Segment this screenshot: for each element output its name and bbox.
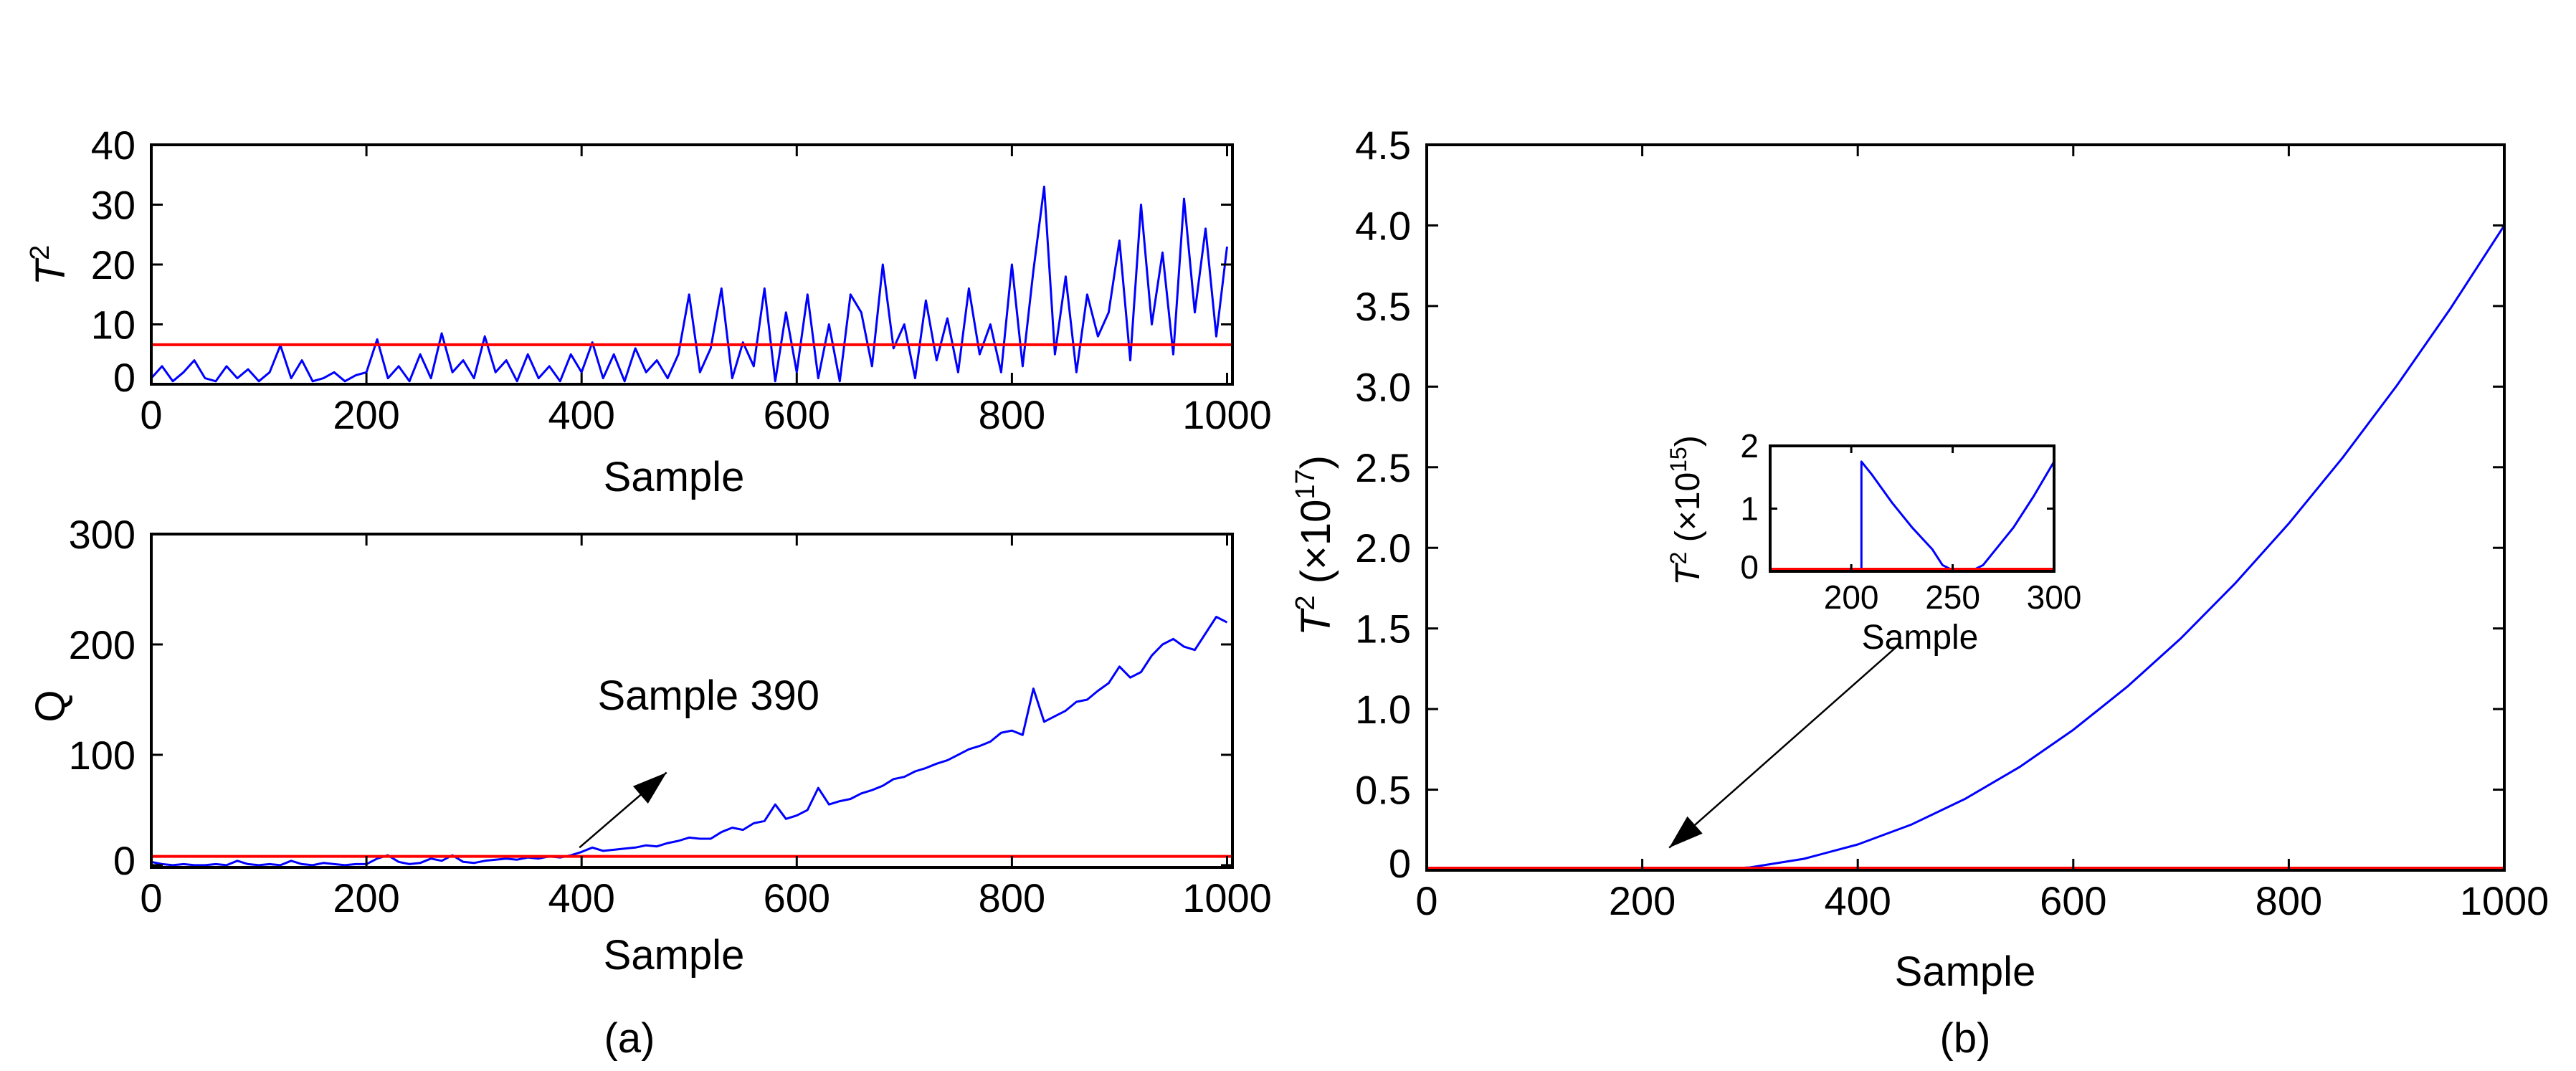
x-axis-label: Sample bbox=[604, 454, 745, 500]
y-tick-label: 2.0 bbox=[1355, 525, 1411, 571]
y-tick-label: 100 bbox=[69, 733, 136, 778]
x-tick-label: 600 bbox=[764, 875, 830, 920]
t2-chart-panel-b: 0 200 400 600 800 1000 0 0.5 1.0 1.5 2.0 2.5 3.0 3.5 4… bbox=[1355, 123, 2549, 923]
y-axis-var: T bbox=[27, 257, 74, 285]
x-tick-label: 200 bbox=[333, 392, 399, 437]
q-chart-panel-a: 0 200 400 600 800 1000 0 100 200 300 Sample 390 bbox=[69, 512, 1272, 920]
x-tick-label: 600 bbox=[764, 392, 830, 437]
annotation-label: Sample 390 bbox=[597, 672, 819, 719]
inset-x-axis-label: Sample bbox=[1862, 619, 1979, 657]
y-axis-unit-exp: 17 bbox=[1291, 469, 1321, 499]
x-axis-label: Sample bbox=[1895, 948, 2036, 995]
x-tick-label: 400 bbox=[548, 875, 614, 920]
y-axis-label: T2 bbox=[25, 245, 74, 286]
x-tick-label: 300 bbox=[2027, 579, 2082, 616]
y-tick-label: 0 bbox=[113, 355, 136, 400]
y-tick-label: 4.0 bbox=[1355, 203, 1411, 248]
y-tick-label: 30 bbox=[91, 183, 136, 228]
y-tick-label: 20 bbox=[91, 242, 136, 287]
inset-y-axis-label: T2 (×1015) bbox=[1665, 435, 1707, 585]
t2-inset-chart: 200 250 300 0 1 2 bbox=[1740, 427, 2081, 616]
data-series-line bbox=[150, 185, 1228, 383]
plot-area bbox=[1770, 446, 2054, 571]
plot-area bbox=[151, 145, 1232, 384]
x-tick-label: 800 bbox=[979, 392, 1045, 437]
x-tick-label: 800 bbox=[2256, 878, 2322, 923]
annotation-arrow-line bbox=[1668, 642, 1902, 849]
y-tick-label: 200 bbox=[69, 622, 136, 667]
data-series-line bbox=[151, 616, 1228, 867]
panel-caption-a: (a) bbox=[604, 1015, 655, 1062]
y-tick-label: 3.5 bbox=[1355, 284, 1411, 329]
x-tick-label: 0 bbox=[140, 875, 162, 920]
y-axis-unit-close: ) bbox=[1669, 435, 1707, 447]
y-tick-label: 3.0 bbox=[1355, 364, 1411, 409]
y-axis-unit-exp: 15 bbox=[1665, 447, 1691, 472]
y-tick-label: 0 bbox=[1740, 548, 1759, 586]
y-tick-label: 2.5 bbox=[1355, 445, 1411, 490]
y-axis-unit: (×10 bbox=[1293, 500, 1339, 596]
y-tick-label: 1.5 bbox=[1355, 606, 1411, 652]
y-tick-label: 0.5 bbox=[1355, 768, 1411, 813]
y-axis-unit: (×10 bbox=[1669, 472, 1707, 552]
y-tick-label: 10 bbox=[91, 303, 136, 348]
y-axis-label: Q bbox=[27, 690, 74, 722]
y-tick-label: 0 bbox=[1389, 841, 1411, 886]
y-axis-unit-close: ) bbox=[1293, 455, 1339, 469]
y-axis-var: T bbox=[1669, 562, 1707, 586]
x-tick-label: 1000 bbox=[1182, 875, 1272, 920]
y-axis-sup: 2 bbox=[25, 245, 55, 260]
x-tick-label: 1000 bbox=[2460, 878, 2549, 923]
y-tick-label: 1 bbox=[1740, 490, 1759, 528]
x-tick-label: 200 bbox=[333, 875, 399, 920]
annotation-arrowhead-icon bbox=[1669, 816, 1703, 848]
plot-area bbox=[151, 534, 1232, 867]
x-tick-label: 0 bbox=[1415, 878, 1437, 923]
annotation-arrowhead-icon bbox=[632, 772, 667, 804]
y-tick-label: 300 bbox=[69, 512, 136, 557]
x-tick-label: 1000 bbox=[1182, 392, 1272, 437]
y-tick-label: 4.5 bbox=[1355, 123, 1411, 168]
y-axis-sup: 2 bbox=[1665, 552, 1691, 565]
x-tick-label: 250 bbox=[1925, 579, 1980, 616]
y-axis-var: T bbox=[1293, 608, 1339, 636]
panel-caption-b: (b) bbox=[1940, 1015, 1991, 1062]
x-tick-label: 200 bbox=[1609, 878, 1676, 923]
y-tick-label: 40 bbox=[91, 123, 136, 168]
y-tick-label: 2 bbox=[1740, 427, 1759, 465]
y-axis-sup: 2 bbox=[1291, 595, 1321, 610]
axes-frame bbox=[150, 533, 1234, 869]
axes-frame bbox=[1425, 143, 2506, 872]
x-tick-label: 400 bbox=[1824, 878, 1891, 923]
y-tick-label: 0 bbox=[113, 838, 136, 883]
x-tick-label: 400 bbox=[548, 392, 614, 437]
y-tick-label: 1.0 bbox=[1355, 687, 1411, 732]
x-tick-label: 0 bbox=[140, 392, 162, 437]
x-tick-label: 600 bbox=[2040, 878, 2106, 923]
x-tick-label: 800 bbox=[979, 875, 1045, 920]
x-axis-label: Sample bbox=[604, 932, 745, 979]
x-tick-label: 200 bbox=[1824, 579, 1879, 616]
y-axis-label: T2 (×1017) bbox=[1291, 455, 1339, 636]
